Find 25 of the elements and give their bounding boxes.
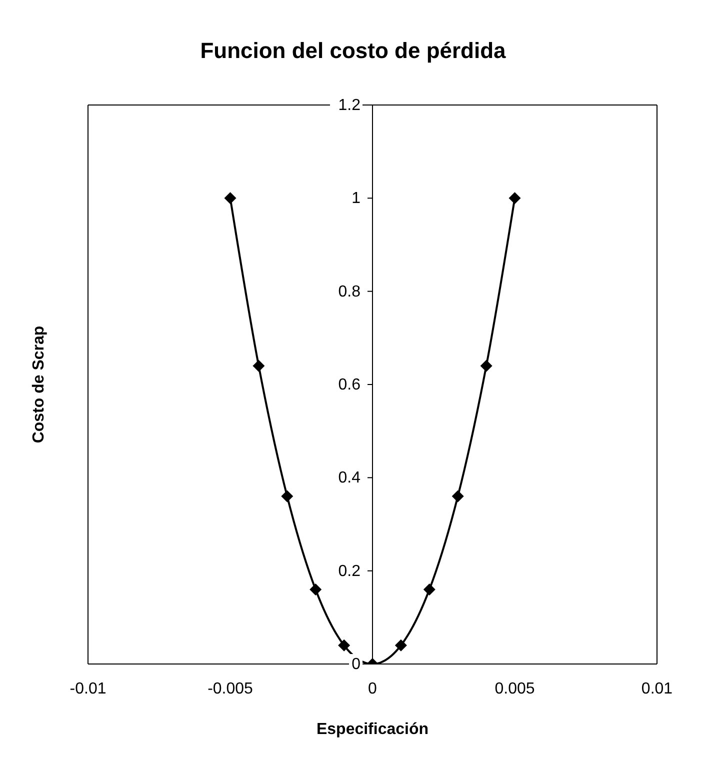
x-tick-label: -0.005	[208, 680, 254, 698]
x-tick-label: 0.005	[494, 680, 535, 698]
point	[452, 490, 464, 502]
y-tick-label: 1	[352, 190, 361, 208]
y-tick-label: 0	[352, 656, 361, 673]
x-tick-label: 0.01	[641, 680, 673, 698]
point	[423, 583, 436, 596]
point	[310, 583, 322, 596]
point	[394, 639, 407, 652]
y-tick-label: 0.8	[338, 283, 361, 300]
point	[338, 639, 350, 652]
y-tick-label: 0.2	[338, 562, 361, 580]
x-axis-title: Especificación	[316, 721, 429, 738]
point	[508, 192, 521, 204]
point	[252, 360, 265, 372]
y-axis-title: Costo de Scrap	[30, 326, 48, 444]
y-tick-label: 0.4	[338, 470, 361, 487]
point	[281, 490, 294, 502]
chart-title: Funcion del costo de pérdida	[199, 37, 507, 65]
point	[480, 360, 492, 372]
point	[224, 192, 236, 204]
x-tick-label: 0	[368, 680, 378, 698]
x-tick-label: -0.01	[70, 680, 106, 698]
y-tick-label: 0.6	[338, 376, 361, 394]
y-tick-label: 1.2	[338, 97, 361, 114]
